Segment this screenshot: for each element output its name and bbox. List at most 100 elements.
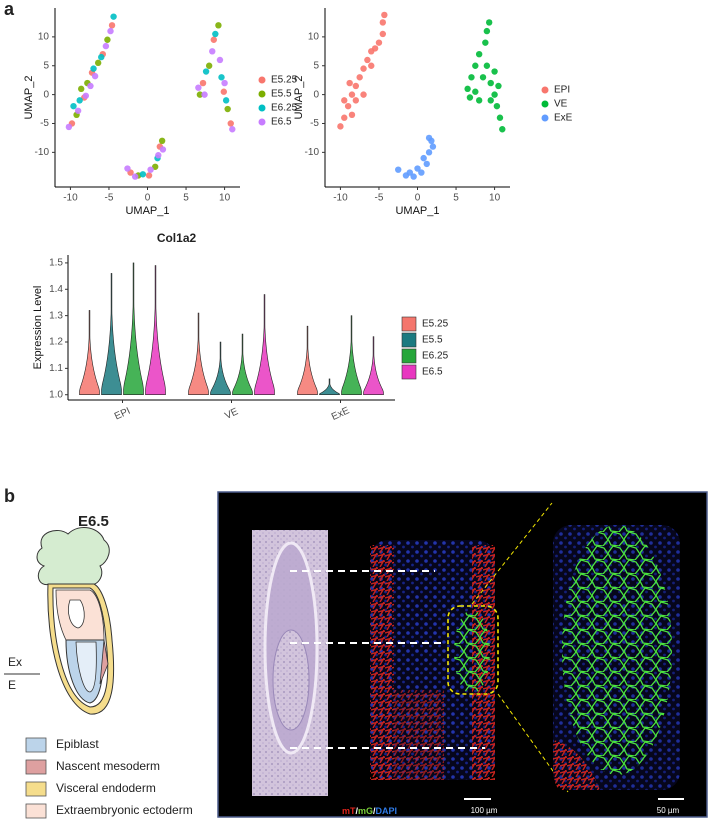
point — [220, 88, 228, 95]
x-tick-label: ExE — [330, 405, 352, 423]
point — [216, 56, 224, 64]
legend-marker — [541, 114, 549, 122]
point — [152, 163, 159, 170]
boundary-label: E — [8, 678, 16, 692]
channel-label: DAPI — [376, 806, 398, 816]
legend-swatch — [25, 803, 47, 819]
y-tick-label: 1.2 — [49, 337, 63, 348]
point — [360, 91, 367, 98]
violin — [232, 333, 253, 396]
point — [205, 62, 213, 69]
legend-label: Extraembryonic ectoderm — [56, 803, 193, 817]
point — [348, 91, 356, 98]
point — [98, 53, 105, 61]
stage-label: E6.5 — [78, 513, 109, 530]
violin — [101, 273, 122, 396]
point — [94, 59, 102, 67]
chart-title: Col1a2 — [157, 231, 197, 245]
legend-label: Visceral endoderm — [56, 781, 156, 795]
point — [87, 82, 94, 90]
x-tick-label: 10 — [219, 193, 231, 204]
point — [479, 74, 487, 81]
legend-swatch — [25, 781, 47, 797]
y-tick-label: 5 — [313, 60, 319, 71]
legend-label: E6.5 — [422, 367, 443, 378]
point — [464, 85, 471, 93]
legend-label: E5.5 — [422, 335, 443, 346]
point — [499, 126, 506, 133]
separator: / — [373, 806, 376, 816]
legend-marker — [541, 86, 549, 94]
point — [491, 68, 498, 75]
violin — [254, 294, 275, 396]
point — [90, 65, 97, 72]
y-tick-label: -5 — [310, 118, 319, 129]
violin — [123, 262, 144, 396]
point — [91, 72, 99, 80]
legend-swatch — [401, 316, 417, 332]
legend-marker — [258, 118, 266, 126]
violin — [145, 265, 166, 396]
point — [102, 42, 110, 50]
legend-marker — [541, 100, 549, 108]
y-axis-label: UMAP_2 — [23, 75, 35, 119]
point — [475, 50, 483, 58]
point — [414, 165, 421, 172]
point — [199, 79, 207, 87]
violin — [319, 378, 340, 396]
point — [379, 19, 387, 26]
point — [425, 134, 433, 142]
point — [344, 102, 352, 110]
legend-marker — [258, 104, 266, 112]
point — [108, 22, 116, 29]
point — [218, 74, 225, 81]
point — [482, 39, 489, 46]
point — [483, 62, 491, 69]
x-tick-label: -5 — [105, 193, 114, 204]
legend-marker — [258, 76, 266, 84]
point — [76, 97, 83, 104]
point — [145, 172, 153, 179]
point — [352, 97, 360, 104]
legend-swatch — [25, 737, 47, 753]
y-tick-label: 0 — [43, 89, 49, 100]
x-tick-label: -5 — [375, 193, 384, 204]
point — [360, 65, 367, 72]
legend-label: VE — [554, 99, 568, 110]
point — [466, 94, 474, 101]
x-tick-label: -10 — [333, 193, 348, 204]
point — [487, 97, 494, 104]
violin — [341, 315, 362, 396]
point — [352, 82, 360, 90]
point — [159, 146, 167, 153]
point — [364, 56, 371, 64]
channel-legend: mT/mG/DAPI — [342, 806, 397, 816]
point — [158, 137, 166, 145]
point — [337, 123, 344, 130]
legend-label: E6.25 — [422, 351, 449, 362]
y-tick-label: 10 — [38, 32, 50, 43]
legend-label: E6.25 — [271, 103, 298, 114]
micrograph-panel: mT/mG/DAPI 100 µm 50 µm — [217, 491, 708, 818]
scale-bar-label: 100 µm — [471, 806, 498, 815]
separator: / — [356, 806, 359, 816]
legend-label: EPI — [554, 85, 570, 96]
y-tick-label: 1.0 — [49, 389, 63, 400]
point — [395, 166, 402, 173]
point — [201, 91, 208, 98]
scale-bar-label: 50 µm — [657, 806, 680, 815]
point — [202, 68, 210, 75]
y-tick-label: -5 — [40, 118, 49, 129]
panel-label: b — [4, 486, 15, 506]
point — [139, 171, 147, 178]
point — [418, 169, 425, 176]
violin — [297, 325, 318, 396]
tissue-legend: Epiblast Nascent mesoderm Visceral endoder… — [25, 737, 193, 819]
point — [472, 88, 479, 95]
violin — [79, 310, 100, 396]
point — [420, 154, 427, 162]
point — [210, 36, 217, 43]
point — [348, 111, 356, 119]
point — [65, 123, 73, 131]
point — [423, 160, 430, 168]
